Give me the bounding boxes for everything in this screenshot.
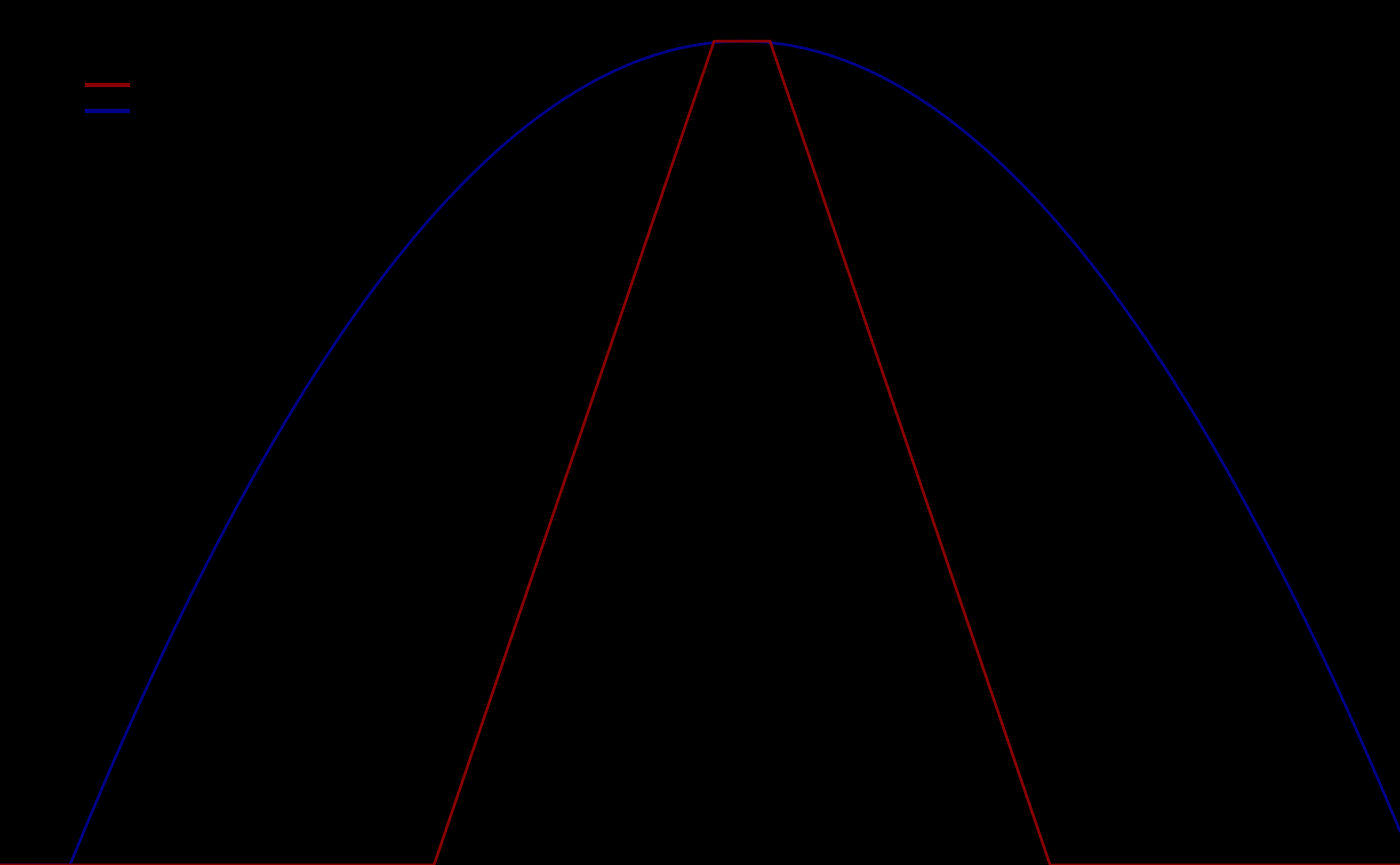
Legend: species 1, species 2: species 1, species 2 [78,69,228,130]
